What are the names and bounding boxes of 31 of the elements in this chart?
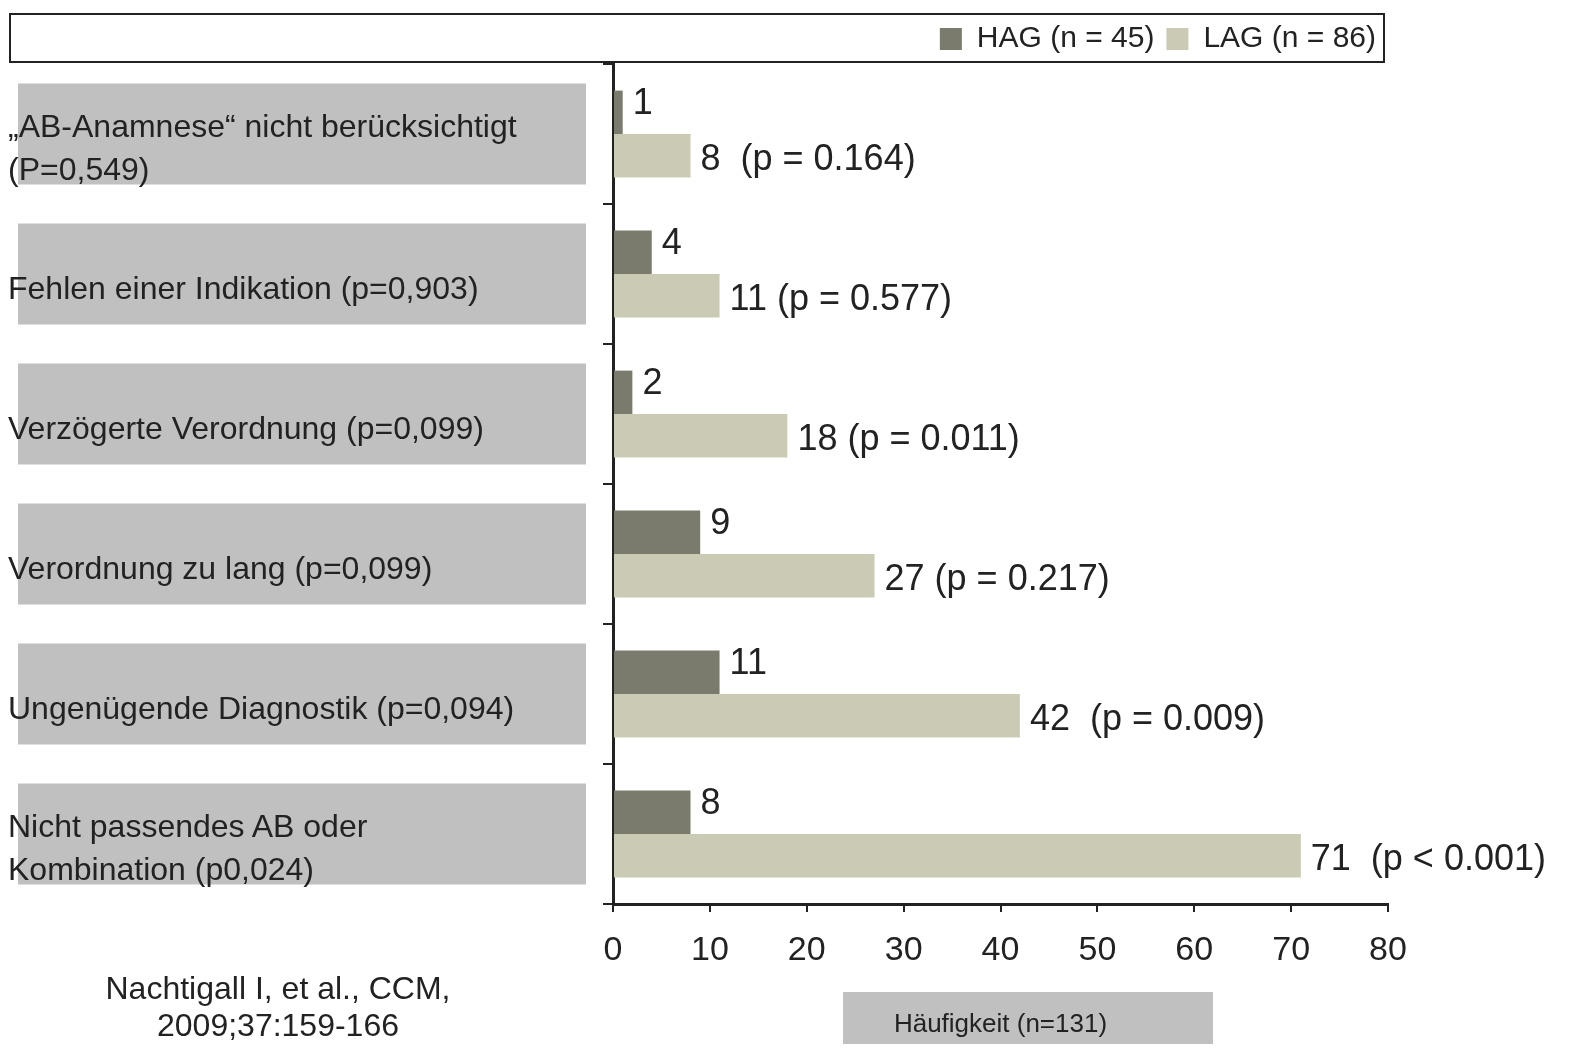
text: Nachtigall I, et al., CCM, 2009;37:159-166	[104, 970, 452, 1044]
data-label: 11	[729, 641, 767, 683]
data-label: 11 (p = 0.577)	[729, 276, 953, 318]
y-tick-label: Verordnung zu lang (p=0,099)	[8, 549, 433, 586]
data-label: 2	[642, 361, 663, 403]
legend-label: LAG (n = 86)	[1203, 20, 1377, 54]
x-tick-label: 60	[1175, 928, 1214, 967]
data-label: 1	[632, 81, 653, 123]
data-label: 4	[661, 221, 682, 263]
x-tick-label: 50	[1078, 928, 1117, 967]
y-tick-label: „AB-Anamnese“ nicht berücksichtigt (P=0,549)	[8, 108, 517, 188]
x-tick-label: 80	[1369, 928, 1407, 967]
data-label: 27 (p = 0.217)	[884, 556, 1110, 598]
y-tick-label: Ungenügende Diagnostik (p=0,094)	[8, 689, 515, 726]
data-label: 42 (p = 0.009)	[1029, 696, 1266, 738]
y-tick-label: Fehlen einer Indikation (p=0,903)	[8, 269, 479, 306]
data-label: 8 (p = 0.164)	[700, 136, 916, 178]
x-tick-label: 40	[981, 928, 1020, 967]
x-tick-label: 0	[603, 928, 623, 967]
data-label: 8	[700, 781, 721, 823]
x-tick-label: 30	[884, 928, 923, 967]
data-label: 9	[710, 501, 731, 543]
x-tick-label: 10	[690, 928, 729, 967]
y-tick-label: Verzögerte Verordnung (p=0,099)	[8, 409, 484, 446]
x-tick-label: 70	[1272, 928, 1311, 967]
data-label: 18 (p = 0.011)	[797, 416, 1020, 458]
legend-label: HAG (n = 45)	[976, 20, 1155, 54]
x-axis-title: Häufigkeit (n=131)	[893, 1007, 1108, 1038]
x-tick-label: 20	[787, 928, 826, 967]
data-label: 71 (p < 0.001)	[1310, 836, 1546, 878]
y-tick-label: Nicht passendes AB oder Kombination (p0,024)	[8, 808, 368, 888]
